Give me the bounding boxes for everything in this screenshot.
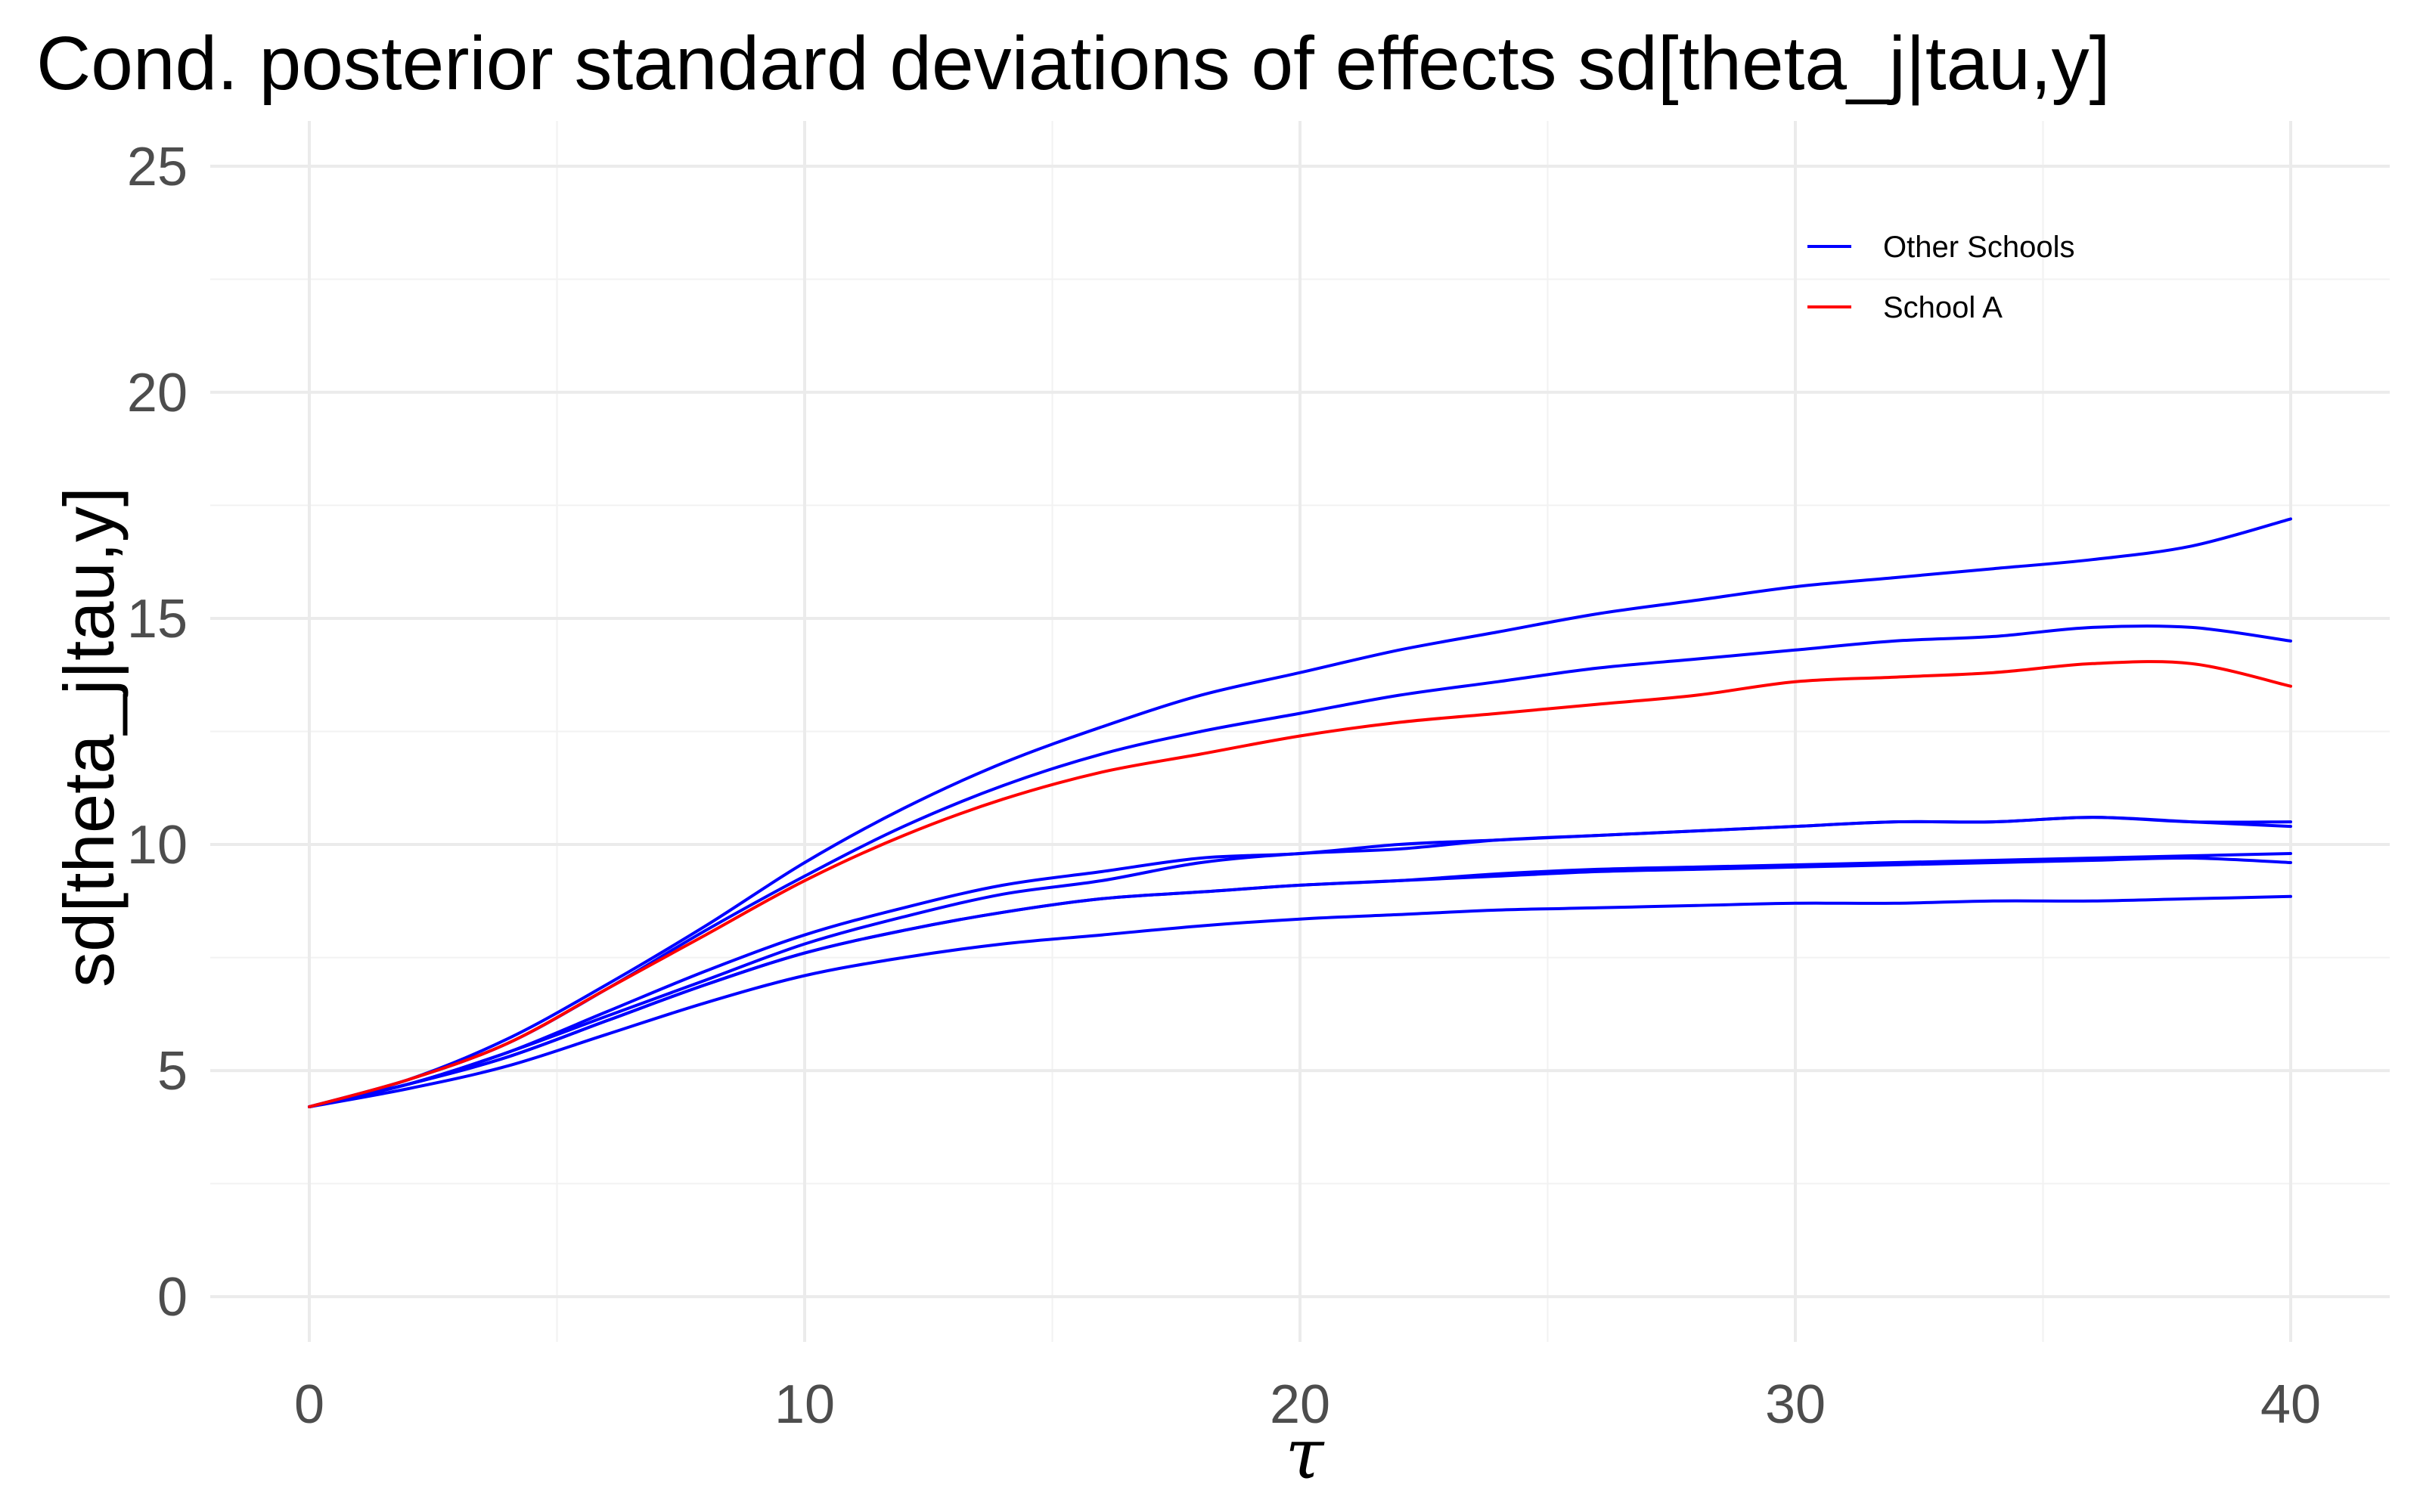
y-axis-label: sd[theta_j|tau,y] [49, 487, 129, 987]
series-line-other-school-7 [308, 894, 2292, 1108]
x-tick-label: 0 [294, 1374, 324, 1435]
grid-major [210, 121, 2390, 1342]
legend-label-school-a: School A [1883, 291, 2003, 324]
series-line-other-school-6 [308, 856, 2292, 1108]
y-tick-labels: 0 5 10 15 20 25 [127, 137, 188, 1328]
x-axis-label: τ [1286, 1414, 1326, 1495]
x-tick-label: 30 [1765, 1374, 1826, 1435]
y-tick-label: 10 [127, 815, 188, 875]
series-line-other-school-4 [308, 816, 2292, 1108]
series-line-school-a [308, 660, 2292, 1108]
y-tick-label: 15 [127, 589, 188, 649]
series-lines [308, 517, 2292, 1108]
y-tick-label: 25 [127, 137, 188, 197]
y-tick-label: 20 [127, 363, 188, 423]
chart-title: Cond. posterior standard deviations of e… [36, 21, 2110, 106]
x-tick-label: 10 [774, 1374, 835, 1435]
x-tick-label: 20 [1270, 1374, 1330, 1435]
series-line-other-school-1 [308, 517, 2292, 1108]
y-tick-label: 5 [157, 1041, 188, 1101]
x-tick-label: 40 [2260, 1374, 2321, 1435]
y-tick-label: 0 [157, 1267, 188, 1328]
legend-label-other-schools: Other Schools [1883, 231, 2074, 264]
legend: Other Schools School A [1807, 231, 2074, 324]
x-tick-labels: 0 10 20 30 40 [294, 1374, 2321, 1435]
